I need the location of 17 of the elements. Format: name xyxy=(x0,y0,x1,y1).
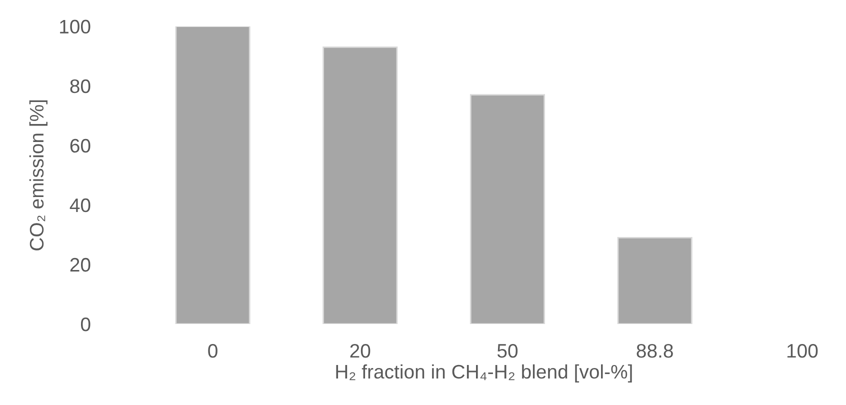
x-tick-label: 20 xyxy=(350,344,370,358)
bar xyxy=(175,26,250,324)
y-tick-label: 20 xyxy=(70,258,90,272)
y-tick-label: 80 xyxy=(70,79,90,94)
bar xyxy=(617,236,692,324)
y-tick-label: 100 xyxy=(60,20,90,34)
y-tick-label: 40 xyxy=(70,198,90,212)
bar xyxy=(470,94,546,324)
y-tick-label: 0 xyxy=(80,317,90,332)
x-tick-label: 88.8 xyxy=(636,344,673,358)
x-axis-title: H₂ fraction in CH₄-H₂ blend [vol-%] xyxy=(336,364,632,382)
x-tick-label: 50 xyxy=(497,344,518,358)
x-tick-label: 100 xyxy=(787,344,818,358)
y-axis-title: CO₂ emission [%] xyxy=(29,100,48,250)
bar xyxy=(322,46,398,324)
y-tick-label: 60 xyxy=(70,138,90,153)
x-tick-label: 0 xyxy=(208,344,218,358)
